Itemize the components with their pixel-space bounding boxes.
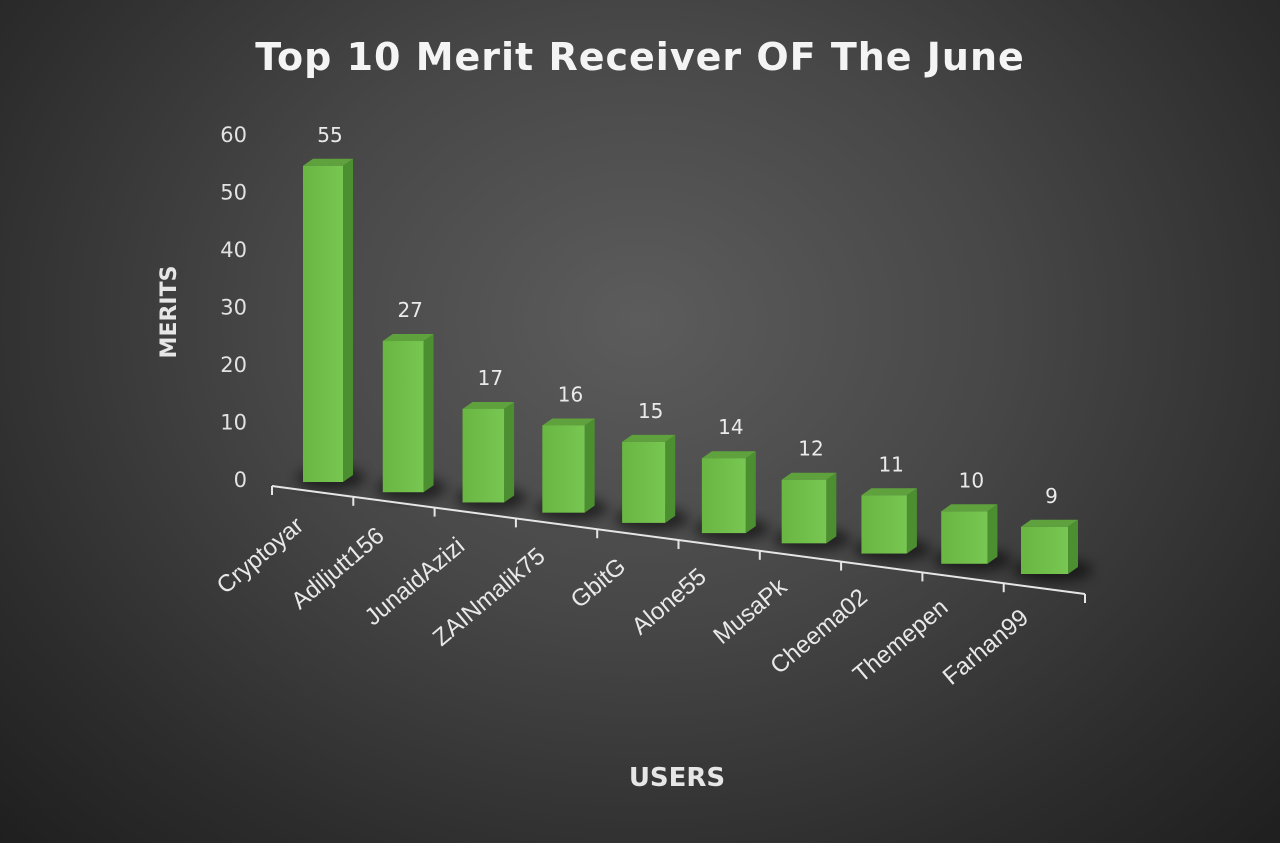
bar [1021,519,1078,574]
bar-side-face [504,401,515,503]
bar-front-face [382,341,424,493]
data-label: 14 [718,415,743,439]
bar-front-face [701,458,746,534]
bar [701,451,756,534]
bar-top-face [781,472,837,480]
data-label: 27 [397,298,422,322]
bar [781,472,837,544]
data-label: 55 [317,123,342,147]
category-label: Farhan99 [938,604,1034,691]
bar [462,401,515,503]
bar [622,434,676,523]
bar [303,158,353,482]
bar-front-face [941,511,988,564]
y-tick-label: 40 [220,238,247,262]
data-label: 16 [558,382,583,406]
bars [303,158,1078,574]
y-axis-title: MERITS [157,266,182,359]
bar [941,504,998,564]
bar-top-face [1021,519,1078,527]
data-label: 12 [798,437,823,461]
bar-top-face [382,334,434,342]
value-labels: 55 27 17 16 15 14 12 11 10 9 [317,123,1058,508]
y-tick-label: 0 [234,468,247,492]
category-label: MusaPk [708,573,793,650]
category-label: GbitG [566,553,631,614]
bar-top-face [701,451,756,459]
bar [542,418,595,513]
data-label: 9 [1045,484,1058,508]
y-tick-label: 60 [220,123,247,147]
data-label: 10 [959,468,984,492]
y-tick-label: 30 [220,296,247,320]
bar-top-face [941,504,998,512]
bar-side-face [343,158,353,482]
bar-top-face [462,401,515,409]
bar-side-face [745,451,756,534]
bar-front-face [542,425,585,513]
bar-side-face [665,434,676,523]
bar-top-face [861,488,917,496]
bar-top-face [303,158,353,166]
bar-side-face [423,334,434,493]
bar-top-face [622,434,676,442]
bar-side-face [584,418,595,513]
bar-side-face [1068,519,1078,574]
bar-side-face [906,488,917,554]
bar-front-face [861,495,907,554]
bar [382,334,434,493]
bar-top-face [542,418,595,426]
y-tick-label: 10 [220,411,247,435]
category-label: Alone55 [627,563,712,640]
data-label: 11 [878,452,903,476]
bar-front-face [781,479,827,544]
data-label: 17 [478,366,503,390]
bar-side-face [826,472,837,544]
bar [861,488,917,554]
data-label: 15 [638,399,663,423]
bar-front-face [622,441,666,523]
bar-front-face [1021,526,1068,574]
y-axis-ticks: 0 10 20 30 40 50 60 [220,123,247,492]
bar-side-face [987,504,998,564]
x-axis-ticks [271,486,1086,603]
x-axis-title: USERS [629,763,725,793]
bar-front-face [303,165,343,482]
chart-title: Top 10 Merit Receiver OF The June [255,35,1025,79]
bar-front-face [462,408,505,503]
y-tick-label: 50 [220,181,247,205]
y-tick-label: 20 [220,353,247,377]
